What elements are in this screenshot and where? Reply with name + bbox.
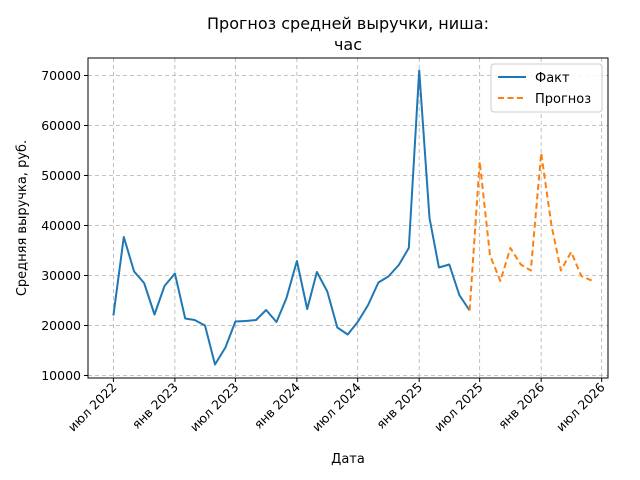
y-tick-label: 40000 (41, 218, 81, 233)
x-tick-label: янв 2023 (129, 380, 181, 432)
x-axis-label: Дата (331, 452, 365, 467)
y-tick-label: 60000 (41, 118, 81, 133)
x-tick-label: июл 2025 (431, 380, 486, 435)
x-tick-label: янв 2026 (495, 379, 547, 431)
series-line-forecast (468, 152, 593, 311)
y-axis-label: Средняя выручка, руб. (15, 140, 30, 296)
x-tick-label: июл 2022 (65, 380, 120, 435)
chart-title-line-1: Прогноз средней выручки, ниша: (207, 14, 489, 33)
x-axis: июл 2022 янв 2023 июл 2023 янв 2024 июл 2024… (65, 378, 608, 434)
x-tick-label: июл 2024 (309, 379, 364, 434)
chart-title-line-2: час (334, 35, 362, 54)
legend-label: Прогноз (535, 92, 591, 107)
chart-title: Прогноз средней выручки, ниша: час (207, 14, 489, 54)
y-tick-label: 70000 (41, 68, 81, 83)
y-tick-label: 50000 (41, 168, 81, 183)
plot-area (112, 69, 593, 366)
y-tick-label: 20000 (41, 318, 81, 333)
legend: Факт Прогноз (490, 63, 603, 113)
legend-label: Факт (535, 71, 570, 86)
series-line-actual (112, 69, 471, 366)
plot-frame (87, 57, 609, 379)
y-tick-label: 10000 (41, 368, 81, 383)
x-tick-label: янв 2025 (373, 380, 425, 432)
x-tick-label: июл 2026 (553, 379, 608, 434)
y-axis: 10000 20000 30000 40000 50000 60000 70000 (41, 68, 88, 383)
x-tick-label: июл 2023 (187, 380, 242, 435)
x-tick-label: янв 2024 (251, 379, 303, 431)
y-tick-label: 30000 (41, 268, 81, 283)
